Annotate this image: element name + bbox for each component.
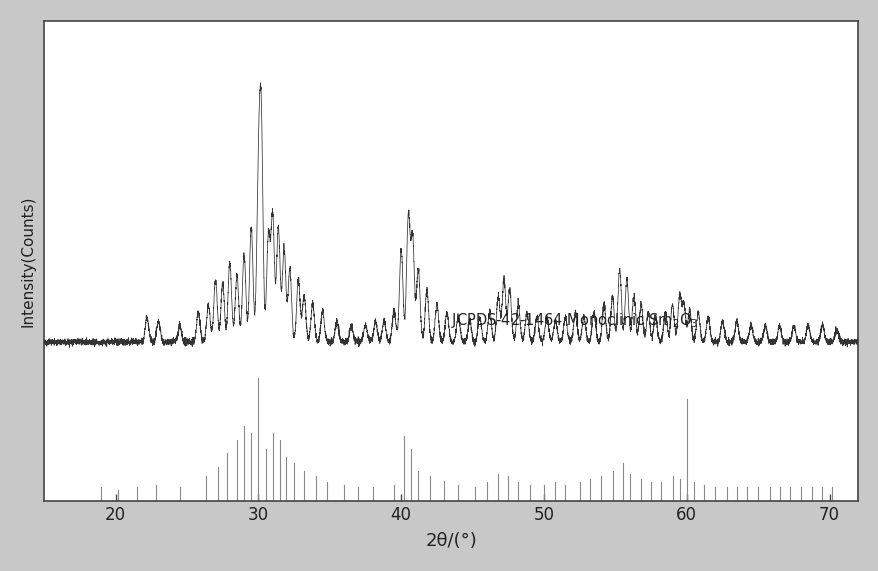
Y-axis label: Intensity(Counts): Intensity(Counts) (21, 195, 36, 327)
X-axis label: 2θ/(°): 2θ/(°) (425, 532, 477, 550)
Text: JCPDS-42-1464 Monoclinic Sm$_2$O$_3$: JCPDS-42-1464 Monoclinic Sm$_2$O$_3$ (450, 311, 698, 331)
